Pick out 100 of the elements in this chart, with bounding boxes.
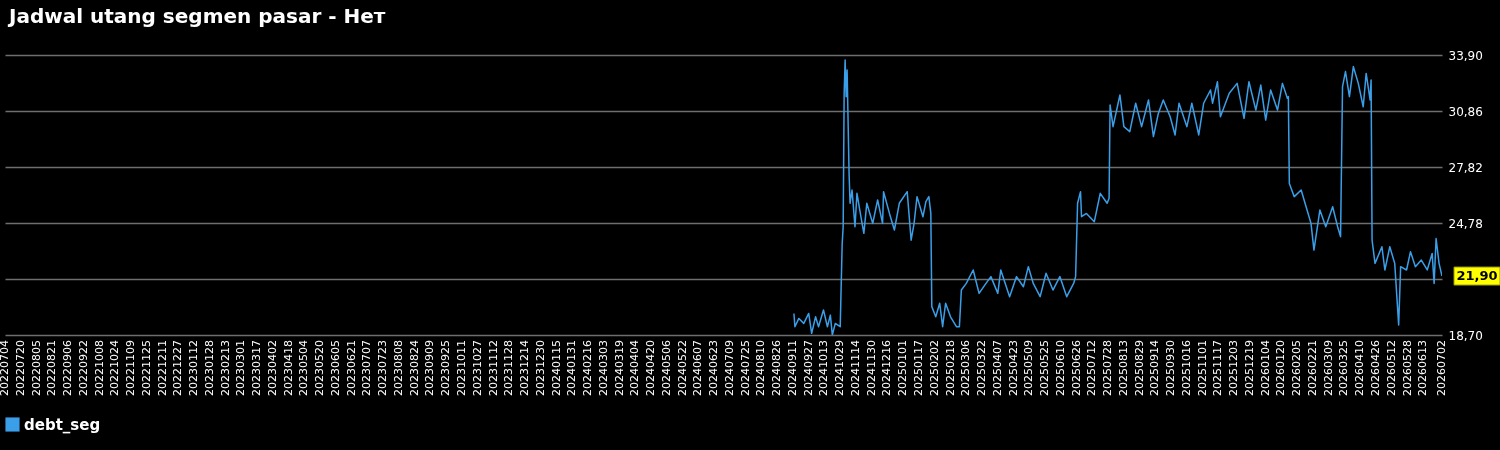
x-tick-label: 20221109	[124, 340, 138, 396]
x-tick-label: 20230909	[423, 340, 437, 396]
x-tick-label: 20260512	[1384, 340, 1398, 396]
x-tick-label: 20250712	[1085, 340, 1099, 396]
x-tick-label: 20250728	[1101, 340, 1115, 396]
line-series	[793, 59, 1442, 335]
x-tick-label: 20260221	[1305, 340, 1319, 396]
x-tick-label: 20230301	[234, 340, 248, 396]
y-tick-label: 27,82	[1448, 160, 1483, 175]
x-tick-label: 20250813	[1116, 340, 1130, 396]
x-tick-label: 20250306	[959, 340, 973, 396]
x-tick-label: 20240911	[785, 340, 799, 396]
x-tick-label: 20250202	[927, 340, 941, 396]
x-tick-label: 20240420	[644, 340, 658, 396]
x-tick-label: 20251117	[1211, 340, 1225, 396]
x-tick-label: 20221125	[139, 340, 153, 396]
x-tick-label: 20240115	[549, 340, 563, 396]
chart-title: Jadwal utang segmen pasar - Нет	[7, 4, 386, 28]
x-tick-label: 20221008	[92, 340, 106, 396]
x-tick-label: 20230128	[202, 340, 216, 396]
x-tick-label: 20251203	[1227, 340, 1241, 396]
x-tick-label: 20240506	[659, 340, 673, 396]
x-tick-label: 20220922	[76, 340, 90, 396]
x-tick-label: 20260309	[1321, 340, 1335, 396]
x-tick-label: 20230213	[218, 340, 232, 396]
x-tick-label: 20230824	[407, 340, 421, 396]
y-tick-label: 30,86	[1448, 104, 1483, 119]
x-tick-label: 20260104	[1258, 340, 1272, 396]
x-tick-label: 20220704	[0, 340, 11, 396]
x-tick-label: 20231011	[455, 340, 468, 396]
x-tick-label: 20260613	[1416, 340, 1430, 396]
x-tick-label: 20240810	[754, 340, 768, 396]
x-tick-label: 20241114	[848, 340, 862, 396]
x-tick-label: 20250101	[896, 340, 910, 396]
x-tick-label: 20240725	[738, 340, 752, 396]
x-tick-label: 20230621	[344, 340, 358, 396]
x-tick-label: 20240927	[801, 340, 815, 396]
x-tick-label: 20240709	[722, 340, 736, 396]
x-tick-label: 20240216	[581, 340, 595, 396]
x-tick-label: 20221211	[155, 340, 169, 396]
x-tick-label: 20240319	[612, 340, 626, 396]
x-tick-label: 20240826	[770, 340, 784, 396]
x-tick-label: 20250509	[1022, 340, 1036, 396]
x-tick-label: 20241130	[864, 340, 878, 396]
x-tick-label: 20240303	[596, 340, 610, 396]
x-tick-label: 20251101	[1195, 340, 1209, 396]
x-tick-label: 20251016	[1179, 340, 1193, 396]
x-tick-label: 20260120	[1274, 340, 1288, 396]
x-tick-label: 20230418	[281, 340, 295, 396]
x-tick-label: 20240131	[565, 340, 579, 396]
x-tick-label: 20260410	[1353, 340, 1367, 396]
x-tick-label: 20231112	[486, 340, 500, 396]
x-tick-label: 20260205	[1290, 340, 1304, 396]
x-tick-label: 20230808	[391, 340, 405, 396]
x-tick-label: 20230707	[360, 340, 374, 396]
x-tick-label: 20250930	[1164, 340, 1178, 396]
x-tick-label: 20220720	[13, 340, 27, 396]
x-tick-label: 20230520	[313, 340, 327, 396]
x-tick-label: 20230402	[265, 340, 279, 396]
x-tick-label: 20230504	[297, 340, 311, 396]
x-tick-label: 20220906	[61, 340, 75, 396]
x-tick-label: 20230112	[187, 340, 201, 396]
x-tick-label: 20241029	[833, 340, 847, 396]
x-tick-label: 20260325	[1337, 340, 1351, 396]
x-tick-label: 20220821	[45, 340, 59, 396]
annotation: 21,90	[1456, 268, 1498, 284]
x-tick-label: 20260426	[1369, 340, 1383, 396]
y-tick-label: 24,78	[1448, 216, 1483, 231]
x-tick-label: 20240404	[628, 340, 642, 396]
x-tick-label: 20231027	[470, 340, 484, 396]
x-tick-label: 20241013	[817, 340, 831, 396]
x-tick-label: 20260528	[1400, 340, 1414, 396]
x-tick-label: 20231230	[533, 340, 547, 396]
x-tick-label: 20231128	[502, 340, 516, 396]
x-tick-label: 20230925	[439, 340, 453, 396]
x-tick-label: 20231214	[518, 340, 532, 396]
x-tick-label: 20240607	[691, 340, 705, 396]
x-tick-label: 20221024	[108, 340, 122, 396]
x-tick-label: 20230317	[250, 340, 264, 396]
x-tick-label: 20250423	[1006, 340, 1020, 396]
x-tick-label: 20240522	[675, 340, 689, 396]
x-tick-label: 20230723	[376, 340, 390, 396]
x-tick-label: 20250610	[1053, 340, 1067, 396]
x-tick-label: 20250525	[1038, 340, 1052, 396]
y-tick-label: 33,90	[1448, 48, 1483, 63]
x-tick-label: 20230605	[328, 340, 342, 396]
x-tick-label: 20250117	[912, 340, 926, 396]
x-tick-label: 20220805	[29, 340, 43, 396]
x-tick-label: 20251219	[1242, 340, 1256, 396]
x-tick-label: 20250829	[1132, 340, 1146, 396]
x-tick-label: 20250322	[975, 340, 989, 396]
x-tick-label: 20250407	[990, 340, 1004, 396]
legend-label: debt_seg	[24, 415, 101, 434]
x-tick-label: 20260702	[1435, 340, 1448, 396]
x-tick-label: 20241216	[880, 340, 894, 396]
y-tick-label: 18,70	[1448, 328, 1483, 343]
x-tick-label: 20250914	[1148, 340, 1162, 396]
x-tick-label: 20250626	[1069, 340, 1083, 396]
x-tick-label: 20250218	[943, 340, 957, 396]
x-tick-label: 20221227	[171, 340, 185, 396]
